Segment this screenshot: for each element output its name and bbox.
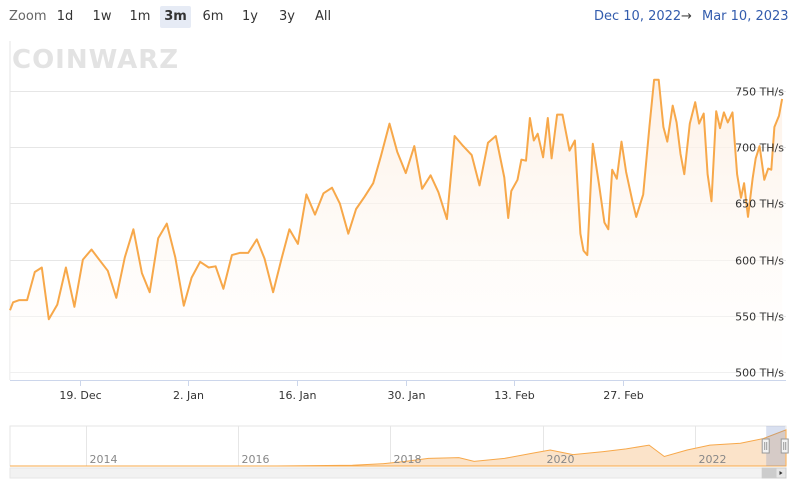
navigator-tick-label: 2014 [90,453,118,466]
navigator-tick-label: 2022 [699,453,727,466]
range-arrow: → [681,9,692,24]
x-tick-label: 16. Jan [279,389,317,402]
coinwarz-watermark: COINWARZ [12,45,179,75]
zoom-label: Zoom [9,9,47,24]
navigator-tick-label: 2016 [242,453,270,466]
navigator-series [10,429,787,467]
x-tick-label: 13. Feb [494,389,534,402]
zoom-3y-button[interactable]: 3y [279,9,295,24]
navigator-ticks: 2014 2016 2018 2020 2022 [90,453,727,466]
navigator-selection[interactable] [766,426,786,466]
y-tick-label: 500 TH/s [735,367,784,380]
navigator[interactable]: 2014 2016 2018 2020 2022 [9,425,789,467]
x-tick-label: 27. Feb [603,389,643,402]
scrollbar-right-arrow-icon [779,471,783,475]
zoom-1d-button[interactable]: 1d [56,9,74,24]
navigator-left-handle[interactable] [761,438,770,454]
zoom-3m-button[interactable]: 3m [160,6,191,28]
zoom-1m-button[interactable]: 1m [129,9,151,24]
y-tick-label: 600 TH/s [735,255,784,268]
y-tick-label: 650 TH/s [735,198,784,211]
navigator-scrollbar[interactable] [9,467,787,479]
navigator-tick-label: 2018 [394,453,422,466]
range-from-date[interactable]: Dec 10, 2022 [594,9,682,24]
zoom-1y-button[interactable]: 1y [242,9,258,24]
navigator-handles[interactable] [761,438,789,454]
hashrate-area [10,79,783,381]
zoom-6m-button[interactable]: 6m [202,9,224,24]
scrollbar-track[interactable] [9,467,787,479]
scrollbar-thumb[interactable] [761,467,776,479]
x-axis-ticks: 19. Dec 2. Jan 16. Jan 30. Jan 13. Feb 27. Fe… [59,380,644,402]
range-selector-toolbar: Zoom 1d 1w 1m 3m 6m 1y 3y All Dec 10, 20… [0,0,798,36]
y-axis-ticks: 500 TH/s 550 TH/s 600 TH/s 650 TH/s 700 TH/s… [735,86,784,380]
y-tick-label: 700 TH/s [735,142,784,155]
zoom-all-button[interactable]: All [314,9,332,24]
y-tick-label: 750 TH/s [735,86,784,99]
x-tick-label: 2. Jan [173,389,204,402]
navigator-right-handle[interactable] [780,438,789,454]
range-to-date[interactable]: Mar 10, 2023 [702,9,789,24]
y-tick-label: 550 TH/s [735,311,784,324]
zoom-1w-button[interactable]: 1w [92,9,112,24]
navigator-tick-label: 2020 [547,453,575,466]
hashrate-series-line [9,78,784,321]
x-tick-label: 30. Jan [388,389,426,402]
x-tick-label: 19. Dec [59,389,101,402]
